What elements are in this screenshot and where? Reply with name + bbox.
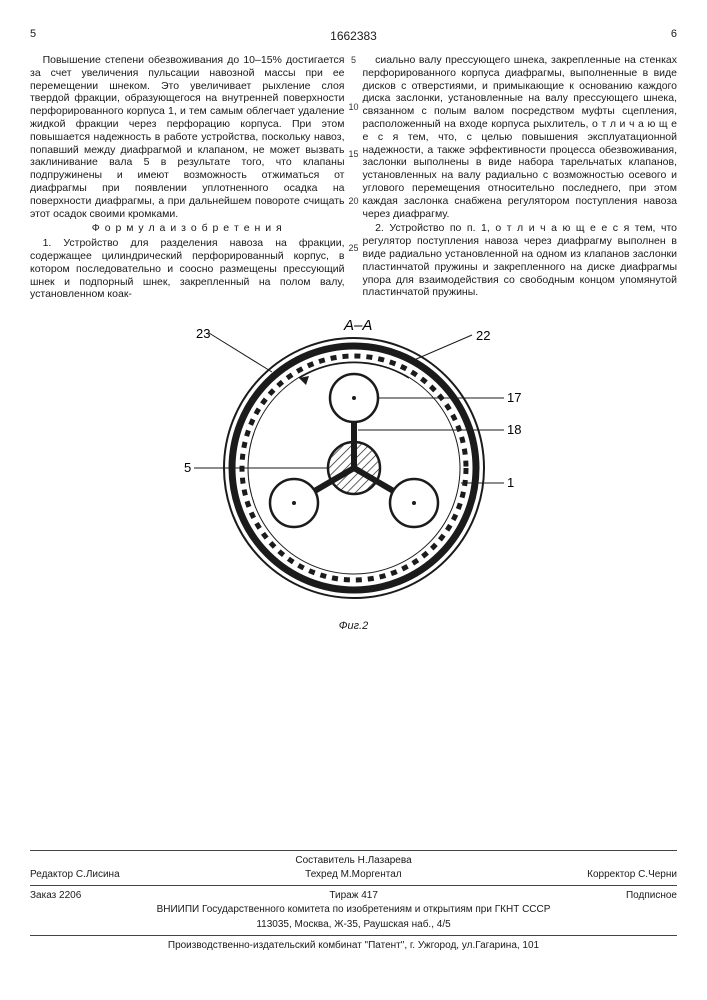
gutter-num: 10	[348, 103, 358, 112]
imprint-footer: Составитель Н.Лазарева Редактор С.Лисина…	[30, 846, 677, 952]
page: 5 6 1662383 5 10 15 20 25 Повышение степ…	[0, 0, 707, 1000]
editor-credit: Редактор С.Лисина	[30, 869, 120, 881]
tech-credit: Техред М.Моргентал	[305, 869, 401, 881]
label-23: 23	[196, 326, 210, 341]
valve-right	[390, 479, 438, 527]
line-number-gutter: 5 10 15 20 25	[348, 56, 358, 291]
section-label: А–А	[343, 318, 372, 334]
label-5: 5	[184, 460, 191, 475]
paragraph: 2. Устройство по п. 1, о т л и ч а ю щ е…	[363, 222, 678, 299]
order-number: Заказ 2206	[30, 890, 81, 902]
paragraph: 1. Устройство для разделения навоза на ф…	[30, 237, 345, 301]
document-number: 1662383	[30, 29, 677, 44]
divider	[30, 935, 677, 936]
page-number-right: 6	[671, 28, 677, 41]
publisher-line: ВНИИПИ Государственного комитета по изоб…	[30, 904, 677, 916]
valve-left	[270, 479, 318, 527]
publisher-address: 113035, Москва, Ж-35, Раушская наб., 4/5	[30, 919, 677, 931]
formula-heading: Ф о р м у л а и з о б р е т е н и я	[30, 222, 345, 235]
gutter-num: 20	[348, 197, 358, 206]
corrector-credit: Корректор С.Черни	[587, 869, 677, 881]
label-1: 1	[507, 475, 514, 490]
signed-label: Подписное	[626, 890, 677, 902]
gutter-num: 5	[348, 56, 358, 65]
valve-top	[330, 374, 378, 422]
divider	[30, 885, 677, 886]
paragraph: сиально валу прессующего шнека, закрепле…	[363, 54, 678, 220]
print-run: Тираж 417	[329, 890, 378, 902]
figure-caption: Фиг.2	[30, 620, 677, 633]
figure-2: 23 22 17 18 1 5 А–А Фиг.2	[30, 318, 677, 633]
page-number-left: 5	[30, 28, 36, 41]
divider	[30, 850, 677, 851]
label-18: 18	[507, 422, 521, 437]
producer-line: Производственно-издательский комбинат "П…	[30, 940, 677, 952]
gutter-num: 25	[348, 244, 358, 253]
paragraph: Повышение степени обезвоживания до 10–15…	[30, 54, 345, 220]
gutter-num: 15	[348, 150, 358, 159]
label-22: 22	[476, 328, 490, 343]
composer-credit: Составитель Н.Лазарева	[295, 855, 411, 867]
figure-svg: 23 22 17 18 1 5 А–А	[184, 318, 524, 618]
label-17: 17	[507, 390, 521, 405]
